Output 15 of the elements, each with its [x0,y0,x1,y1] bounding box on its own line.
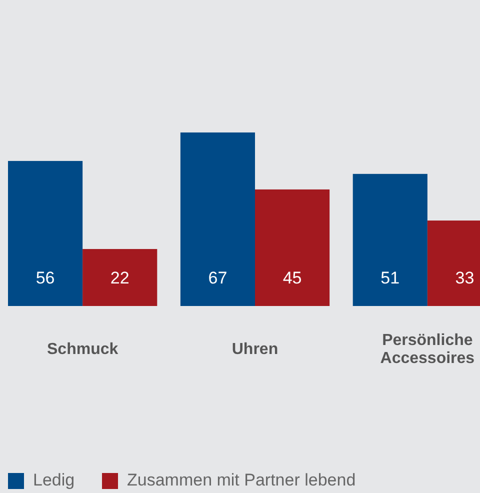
bar [82,249,158,306]
x-tick-label: Persönliche Accessoires [380,332,475,368]
data-label: 33 [455,268,474,288]
bar [8,160,83,306]
data-label: 56 [36,268,55,288]
bar [180,132,255,306]
legend-label: Ledig [33,470,75,490]
data-label: 51 [380,268,400,288]
data-label: 22 [110,268,130,288]
legend-label: Zusammen mit Partner lebend [127,470,356,490]
bar [255,189,330,306]
x-tick-label: Uhren [232,341,278,358]
data-label: 45 [282,268,302,288]
x-tick-label: Schmuck [47,341,118,358]
data-label: 67 [208,268,228,288]
